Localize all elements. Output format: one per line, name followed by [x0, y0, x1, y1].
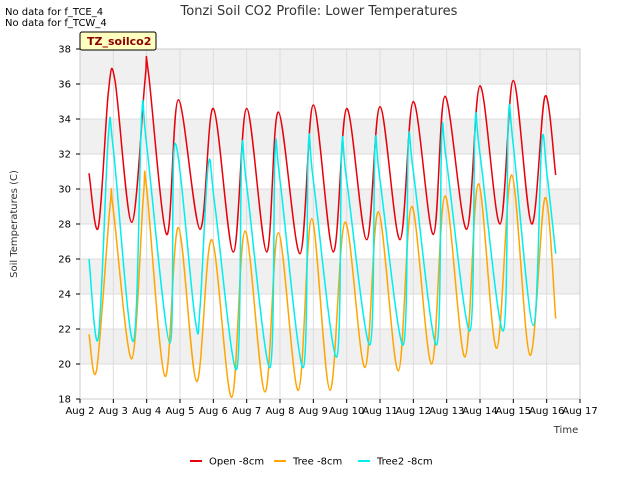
- legend-label: Tree2 -8cm: [376, 457, 433, 468]
- x-tick-label: Aug 15: [496, 406, 531, 417]
- y-tick-label: 30: [58, 185, 71, 196]
- no-data-note-tcw: No data for f_TCW_4: [5, 18, 107, 29]
- x-tick-label: Aug 9: [299, 406, 328, 417]
- series-line-tree2-8cm: [88, 99, 557, 371]
- plot-band: [80, 259, 580, 294]
- y-tick-label: 20: [58, 360, 71, 371]
- site-badge: TZ_soilco2: [79, 31, 157, 51]
- site-badge-box: [79, 31, 157, 51]
- legend-label: Open -8cm: [209, 457, 264, 468]
- series-line-tree-8cm: [88, 170, 557, 399]
- x-tick-label: Aug 5: [165, 406, 194, 417]
- no-data-note-tce: No data for f_TCE_4: [5, 7, 104, 18]
- plot-background-bands: [80, 49, 580, 399]
- x-axis-ticks: Aug 2 Aug 3 Aug 4 Aug 5 Aug 6 Aug 7 Aug 8 Aug 9…: [65, 399, 598, 417]
- x-tick-label: Aug 12: [396, 406, 431, 417]
- x-tick-label: Aug 6: [199, 406, 228, 417]
- legend-label: Tree -8cm: [292, 457, 342, 468]
- x-tick-label: Aug 10: [329, 406, 364, 417]
- y-tick-label: 26: [58, 255, 71, 266]
- plot-band: [80, 84, 580, 119]
- legend: Open -8cm Tree -8cm Tree2 -8cm: [190, 457, 433, 468]
- x-tick-label: Aug 7: [232, 406, 261, 417]
- chart-title: Tonzi Soil CO2 Profile: Lower Temperatur…: [180, 4, 458, 19]
- series-line-open-8cm: [88, 55, 557, 255]
- y-tick-label: 38: [58, 45, 71, 56]
- plot-band: [80, 119, 580, 154]
- y-tick-label: 22: [58, 325, 71, 336]
- plot-band: [80, 49, 580, 84]
- x-tick-label: Aug 4: [132, 406, 161, 417]
- y-tick-label: 34: [58, 115, 71, 126]
- x-tick-label: Aug 16: [529, 406, 564, 417]
- plot-band: [80, 154, 580, 189]
- y-axis-ticks: 18 20 22 24 26 28 30 32 34 36 38: [58, 45, 80, 406]
- x-tick-label: Aug 11: [362, 406, 397, 417]
- x-tick-label: Aug 17: [562, 406, 597, 417]
- y-tick-label: 36: [58, 80, 71, 91]
- y-axis-label: Soil Temperatures (C): [9, 170, 20, 278]
- y-tick-label: 32: [58, 150, 71, 161]
- site-badge-label: TZ_soilco2: [87, 35, 151, 48]
- x-tick-label: Aug 13: [429, 406, 464, 417]
- x-tick-label: Aug 3: [99, 406, 128, 417]
- x-tick-label: Aug 14: [462, 406, 497, 417]
- x-tick-label: Aug 8: [265, 406, 294, 417]
- plot-band: [80, 364, 580, 399]
- y-tick-label: 18: [58, 395, 71, 406]
- series-lines: [88, 55, 557, 399]
- x-tick-label: Aug 2: [65, 406, 94, 417]
- y-tick-label: 24: [58, 290, 71, 301]
- plot-band: [80, 329, 580, 364]
- y-tick-label: 28: [58, 220, 71, 231]
- x-axis-label: Time: [553, 425, 578, 436]
